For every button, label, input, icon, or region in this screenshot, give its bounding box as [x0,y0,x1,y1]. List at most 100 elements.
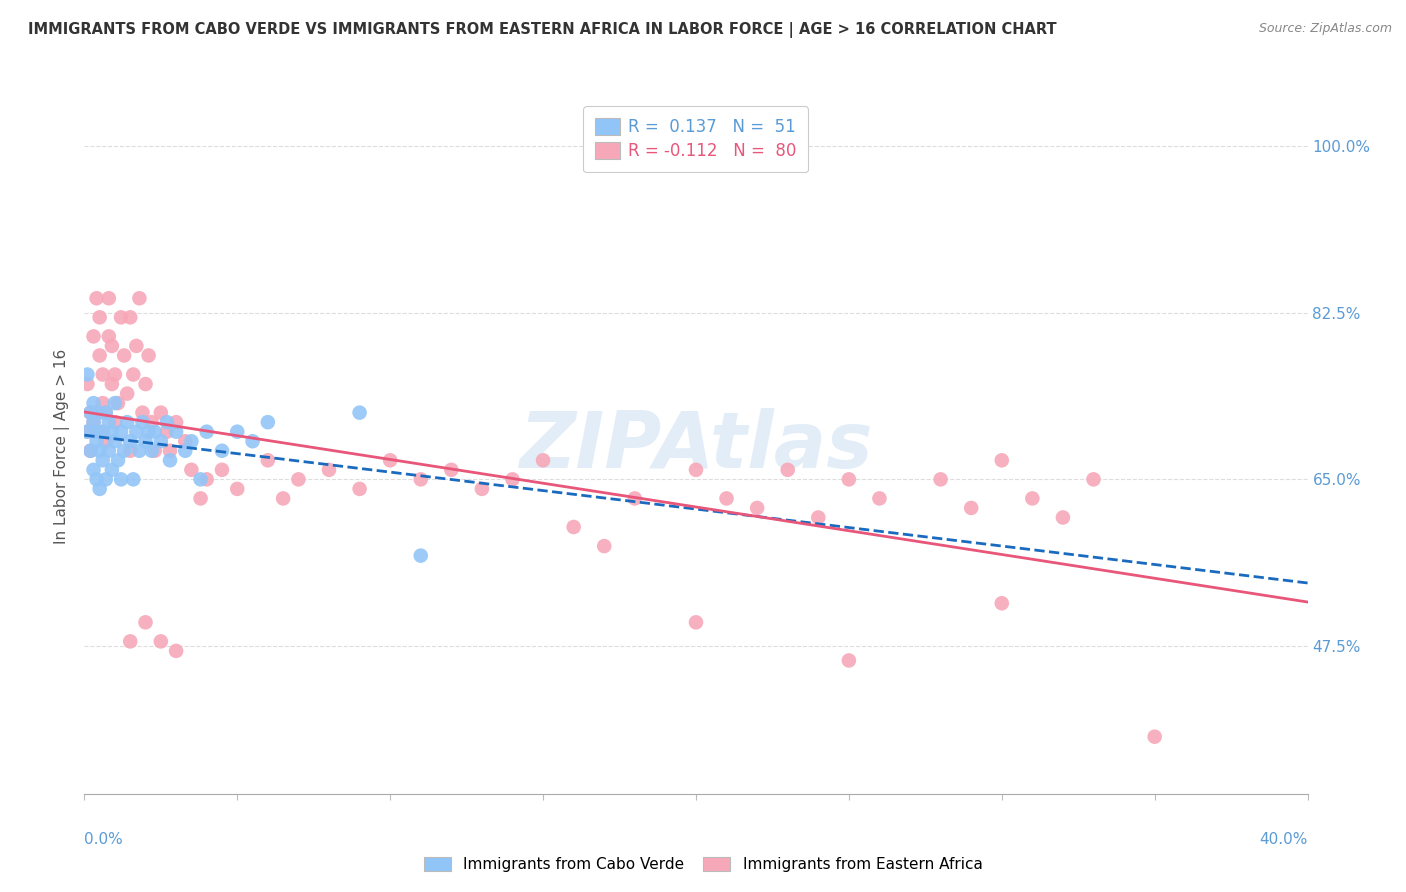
Point [143,425,166,439]
Point [211,443,233,458]
Point [242,434,264,449]
Point [107,396,129,410]
Point [112,348,135,362]
Point [120,434,142,449]
Point [349,406,371,420]
Point [991,596,1014,610]
Point [94,472,117,486]
Point [149,434,172,449]
Legend: Immigrants from Cabo Verde, Immigrants from Eastern Africa: Immigrants from Cabo Verde, Immigrants f… [416,849,990,880]
Y-axis label: In Labor Force | Age > 16: In Labor Force | Age > 16 [55,349,70,543]
Point [120,634,142,648]
Point [89,482,111,496]
Point [112,443,135,458]
Point [174,434,197,449]
Legend: R =  0.137   N =  51, R = -0.112   N =  80: R = 0.137 N = 51, R = -0.112 N = 80 [583,106,808,172]
Point [138,348,160,362]
Point [149,406,172,420]
Point [125,425,148,439]
Point [624,491,647,506]
Point [91,425,114,439]
Point [991,453,1014,467]
Point [76,425,98,439]
Text: Source: ZipAtlas.com: Source: ZipAtlas.com [1258,22,1392,36]
Point [869,491,891,506]
Point [94,434,117,449]
Point [156,415,179,429]
Point [190,472,212,486]
Point [747,500,769,515]
Point [91,396,114,410]
Point [838,472,860,486]
Point [115,386,138,401]
Point [159,443,181,458]
Point [141,443,163,458]
Point [271,491,294,506]
Point [716,491,738,506]
Point [115,415,138,429]
Point [86,425,108,439]
Point [195,425,218,439]
Point [143,443,166,458]
Point [531,453,554,467]
Point [409,549,432,563]
Point [135,434,157,449]
Point [101,339,124,353]
Point [97,415,120,429]
Point [257,453,280,467]
Point [76,368,98,382]
Text: ZIPAtlas: ZIPAtlas [519,408,873,484]
Point [104,368,127,382]
Point [89,425,111,439]
Point [110,310,132,325]
Point [107,453,129,467]
Point [440,463,463,477]
Point [165,425,187,439]
Point [79,443,101,458]
Point [101,377,124,392]
Point [86,434,108,449]
Point [76,425,98,439]
Point [131,406,153,420]
Point [89,348,111,362]
Point [97,329,120,343]
Point [83,463,105,477]
Point [409,472,432,486]
Point [190,491,212,506]
Point [86,291,108,305]
Point [122,368,145,382]
Point [180,434,202,449]
Point [110,425,132,439]
Point [83,396,105,410]
Point [122,472,145,486]
Point [83,415,105,429]
Point [125,339,148,353]
Point [131,415,153,429]
Point [180,463,202,477]
Point [120,443,142,458]
Point [838,653,860,667]
Point [97,443,120,458]
Point [226,482,249,496]
Point [89,406,111,420]
Point [110,472,132,486]
Point [257,415,280,429]
Point [159,453,181,467]
Point [135,377,157,392]
Point [1021,491,1043,506]
Point [89,310,111,325]
Point [120,310,142,325]
Point [685,463,707,477]
Point [318,463,340,477]
Point [174,443,197,458]
Point [211,463,233,477]
Point [165,644,187,658]
Point [287,472,309,486]
Point [83,329,105,343]
Point [135,615,157,630]
Point [104,396,127,410]
Point [807,510,830,524]
Point [128,443,150,458]
Point [226,425,249,439]
Point [502,472,524,486]
